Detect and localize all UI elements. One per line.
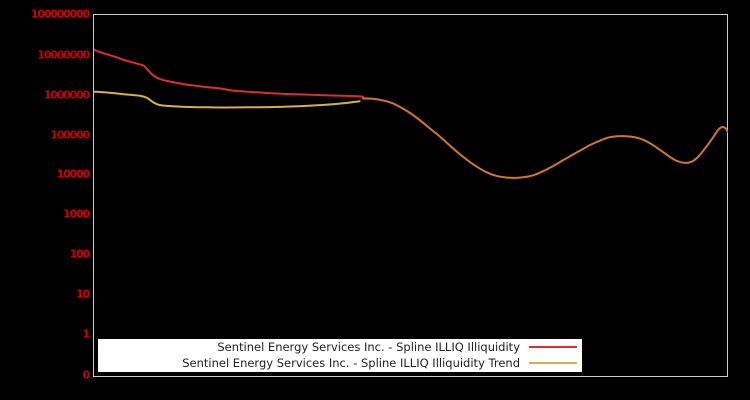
legend-color-swatch bbox=[529, 362, 577, 364]
y-tick-label: 10000000 bbox=[37, 48, 90, 62]
chart-legend: Sentinel Energy Services Inc. - Spline I… bbox=[98, 339, 582, 372]
y-tick-label: 1000000 bbox=[43, 88, 90, 102]
legend-color-swatch bbox=[529, 346, 577, 348]
legend-entry[interactable]: Sentinel Energy Services Inc. - Spline I… bbox=[98, 355, 582, 371]
plot-area-frame bbox=[93, 14, 728, 377]
y-tick-label: 1000 bbox=[63, 207, 90, 221]
legend-label: Sentinel Energy Services Inc. - Spline I… bbox=[217, 340, 520, 354]
legend-entry[interactable]: Sentinel Energy Services Inc. - Spline I… bbox=[98, 339, 582, 355]
y-tick-label: 1 bbox=[82, 327, 91, 341]
y-tick-label: 10 bbox=[76, 287, 90, 301]
y-tick-label: 10000 bbox=[56, 167, 90, 181]
y-tick-label: 0 bbox=[82, 368, 91, 382]
y-tick-label: 100000000 bbox=[30, 7, 90, 21]
legend-label: Sentinel Energy Services Inc. - Spline I… bbox=[182, 356, 520, 370]
y-tick-label: 100 bbox=[69, 247, 91, 261]
y-tick-label: 100000 bbox=[50, 128, 90, 142]
